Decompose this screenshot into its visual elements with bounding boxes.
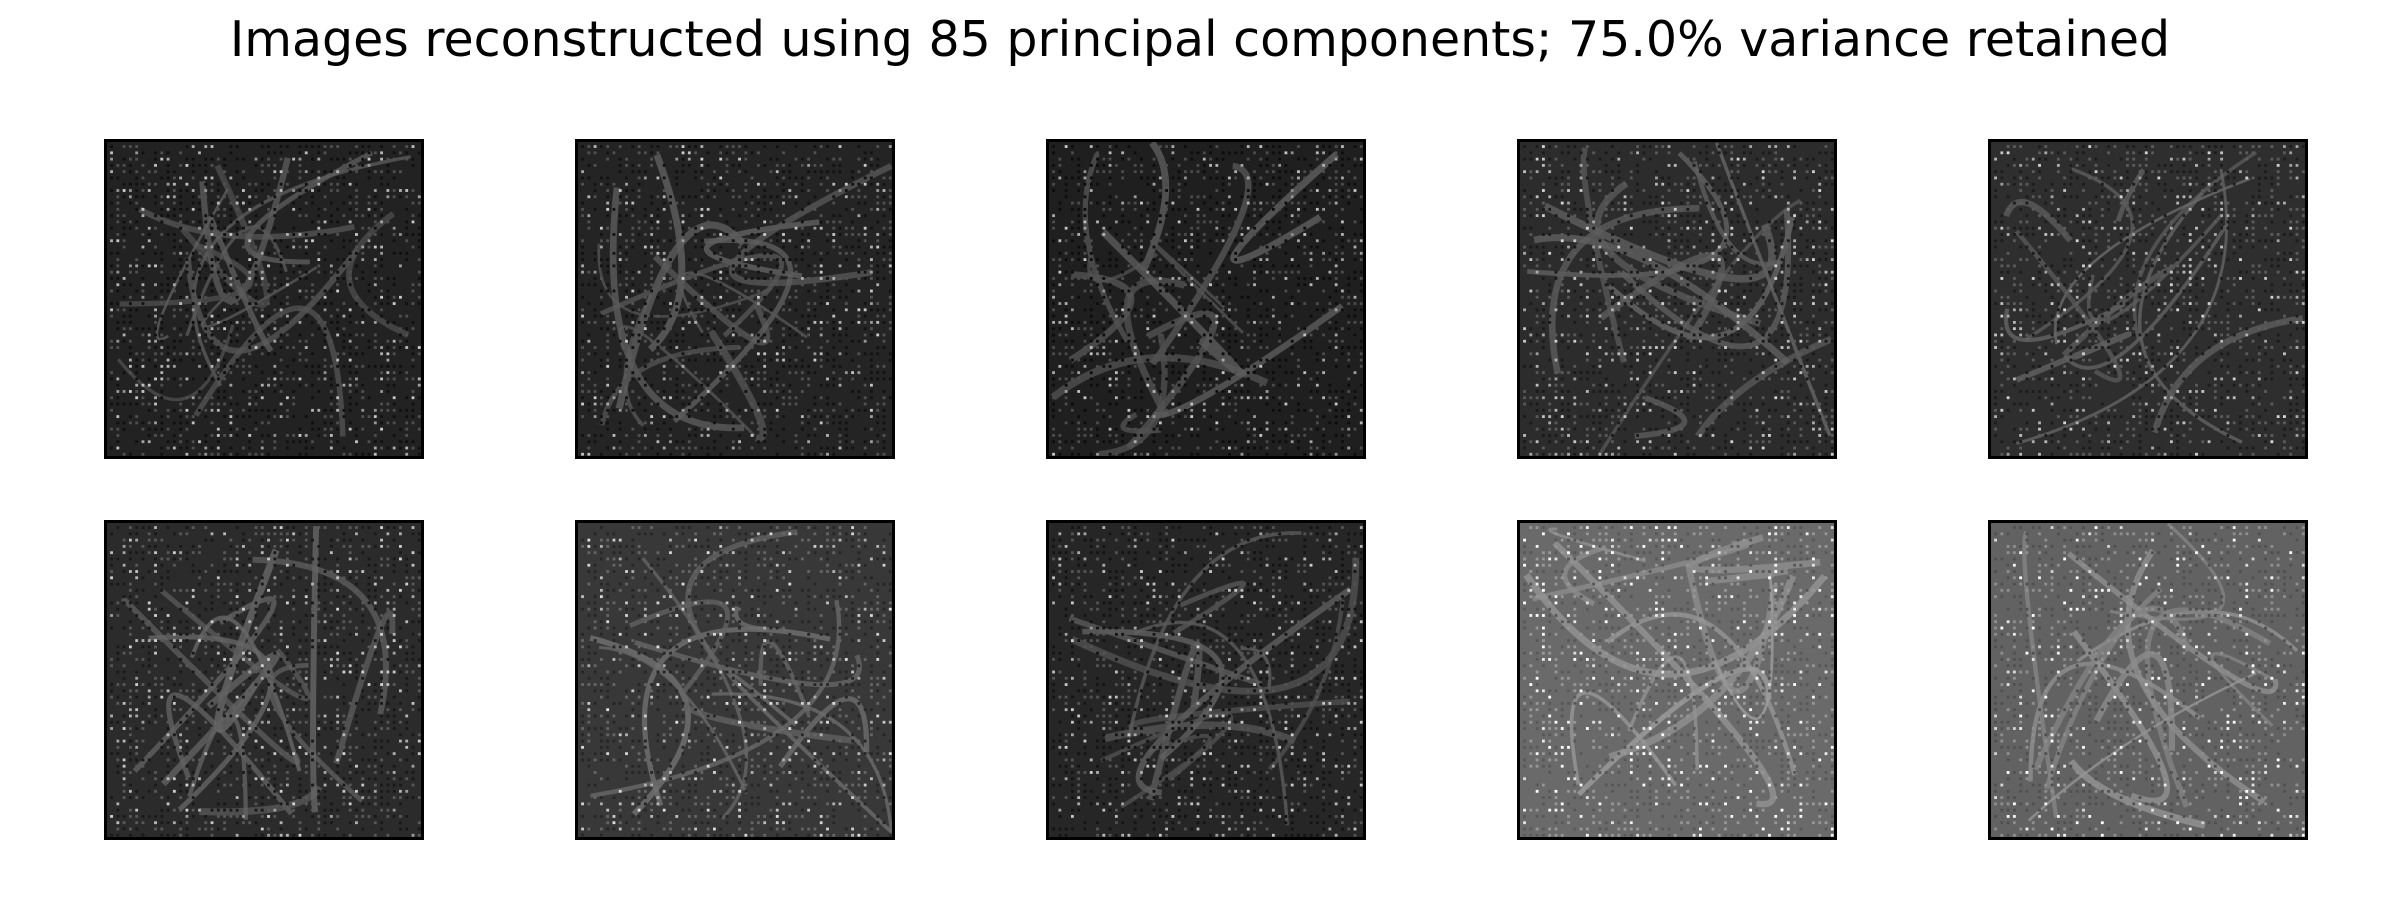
image-texture xyxy=(107,142,421,456)
reconstructed-image xyxy=(575,139,895,459)
reconstructed-image xyxy=(575,520,895,840)
image-texture xyxy=(1520,523,1834,837)
image-texture xyxy=(1049,142,1363,456)
image-texture xyxy=(1049,523,1363,837)
reconstructed-image xyxy=(1046,520,1366,840)
reconstructed-image xyxy=(1517,520,1837,840)
image-texture xyxy=(578,142,892,456)
reconstructed-image xyxy=(1517,139,1837,459)
image-texture xyxy=(1520,142,1834,456)
reconstructed-image xyxy=(104,520,424,840)
reconstructed-image xyxy=(104,139,424,459)
reconstructed-image xyxy=(1988,520,2308,840)
reconstructed-image xyxy=(1046,139,1366,459)
figure-title: Images reconstructed using 85 principal … xyxy=(229,11,2171,68)
reconstructed-image xyxy=(1988,139,2308,459)
image-texture xyxy=(578,523,892,837)
image-texture xyxy=(1991,142,2305,456)
image-texture xyxy=(107,523,421,837)
image-texture xyxy=(1991,523,2305,837)
